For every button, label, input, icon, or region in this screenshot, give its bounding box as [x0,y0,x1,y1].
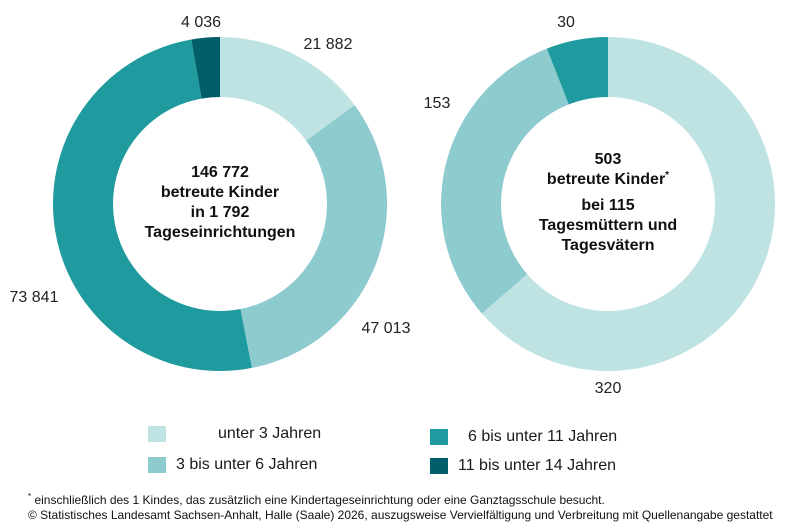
center-line-2: betreute Kinder* [547,170,669,188]
legend: unter 3 Jahren 3 bis unter 6 Jahren 6 bi… [148,424,668,480]
center-total: 503 [595,151,622,168]
center-line-4: Tagesmüttern und [539,217,677,234]
center-line-2: betreute Kinder [161,184,279,201]
center-line-4: Tageseinrichtungen [145,224,296,241]
donut-charts: 146 772 betreute Kinder in 1 792 Tagesei… [10,14,776,397]
footnote-text: einschließlich des 1 Kindes, das zusätzl… [34,493,605,507]
slice-value-label-unter-3-jahren: 21 882 [304,36,353,53]
legend-swatch [148,426,166,442]
footnote-line: * einschließlich des 1 Kindes, das zusät… [28,489,773,508]
legend-swatch [430,429,448,445]
center-line-3: in 1 792 [191,204,250,221]
slice-value-label-unter-3-jahren: 320 [595,380,622,397]
legend-item-6-bis-11: 6 bis unter 11 Jahren [430,427,617,447]
legend-item-unter-3: unter 3 Jahren [148,424,321,444]
legend-swatch [430,458,448,474]
legend-swatch [148,457,166,473]
center-line-5: Tagesvätern [561,237,654,254]
slice-unter-3-jahren [220,37,355,141]
slice-value-label-3-bis-unter-6-jahren: 47 013 [362,320,411,337]
legend-label: 6 bis unter 11 Jahren [468,428,618,445]
slice-unter-3-jahren [481,37,776,371]
center-line-3: bei 115 [581,197,634,214]
slice-3-bis-unter-6-jahren [441,48,569,314]
donut-chart-tageseinrichtungen: 146 772 betreute Kinder in 1 792 Tagesei… [10,14,411,372]
slice-value-label-3-bis-unter-6-jahren: 153 [424,95,451,112]
slice-value-label-11-bis-unter-14-jahren: 4 036 [181,14,221,31]
copyright-text: © Statistisches Landesamt Sachsen-Anhalt… [28,508,773,522]
legend-item-3-bis-6: 3 bis unter 6 Jahren [148,455,317,475]
slice-6-bis-unter-11-jahren [52,39,252,372]
legend-label: 11 bis unter 14 Jahren [458,457,617,474]
donut-chart-tagespflege: 503 betreute Kinder* bei 115 Tagesmütter… [424,14,776,397]
slice-value-label-6-bis-unter-11-jahren: 73 841 [10,289,59,306]
footnote-marker: * [665,170,669,181]
slice-11-bis-unter-14-jahren [191,37,220,99]
footnote-marker: * [28,492,32,501]
slice-6-bis-unter-11-jahren [546,37,608,105]
center-total: 146 772 [191,164,249,181]
slice-3-bis-unter-6-jahren [240,105,387,368]
center-line-2-text: betreute Kinder [547,171,665,188]
legend-label: 3 bis unter 6 Jahren [176,456,318,473]
legend-item-11-bis-14: 11 bis unter 14 Jahren [430,456,616,476]
footnote: * einschließlich des 1 Kindes, das zusät… [28,489,773,523]
slice-value-label-6-bis-unter-11-jahren: 30 [557,14,575,31]
legend-label: unter 3 Jahren [218,425,322,442]
